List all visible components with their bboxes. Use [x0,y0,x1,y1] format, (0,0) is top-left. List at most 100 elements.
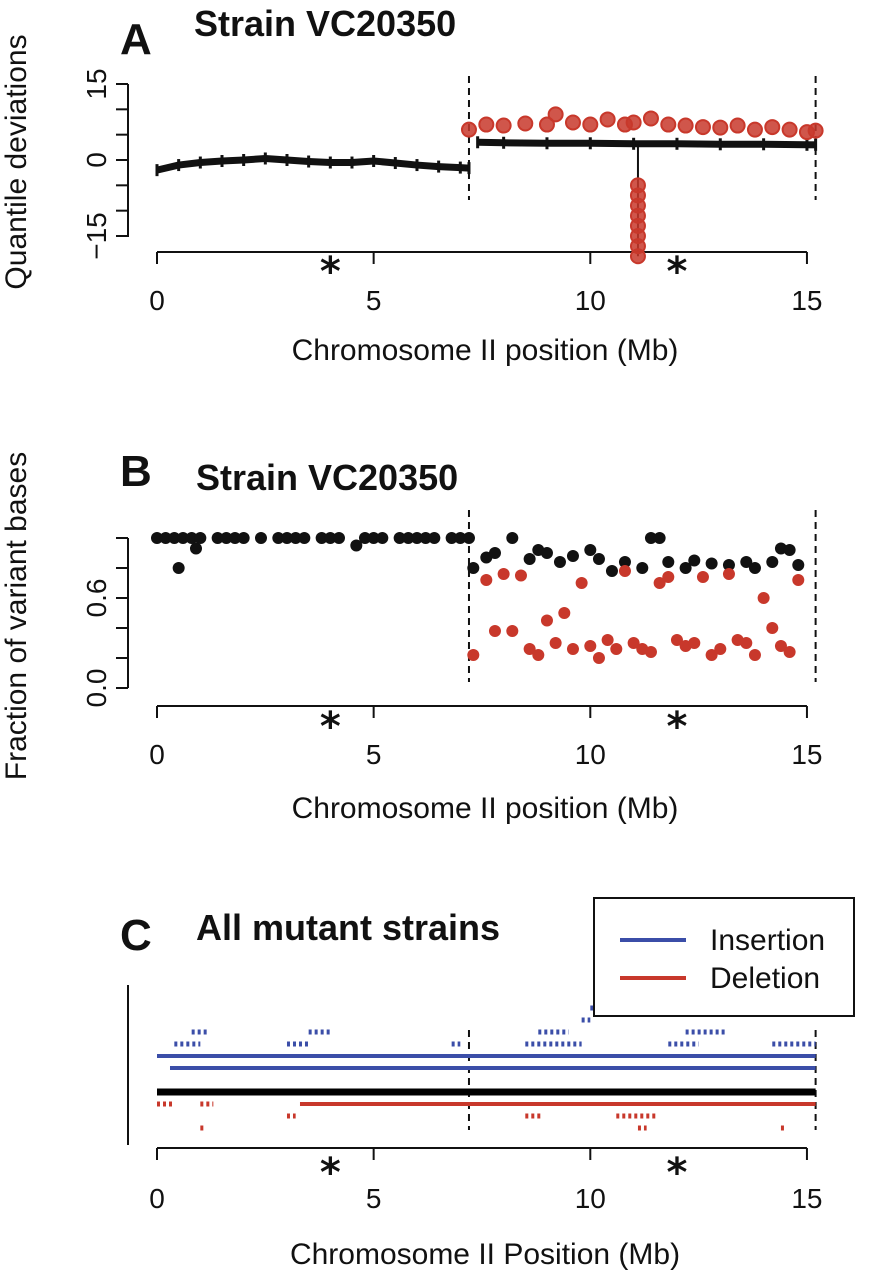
variant-fraction-point [189,542,202,555]
quantile-point [307,155,311,168]
variant-fraction-point [766,556,779,568]
outlier-point [677,117,694,134]
x-tick-label: 10 [575,1183,606,1214]
x-tick-label: 10 [575,739,606,770]
outlier-point [495,117,512,134]
variant-fraction-point-red [662,571,675,583]
variant-fraction-point [705,557,718,570]
panel-a-title: Strain VC20350 [194,3,456,44]
quantile-trace [351,157,374,167]
quantile-trace [763,140,807,149]
variant-fraction-point-red [653,577,666,589]
variant-fraction-point [653,532,666,544]
outlier-point [625,114,642,131]
outlier-point [694,119,711,136]
variant-fraction-point-red [558,607,571,619]
variant-fraction-point [688,554,701,567]
quantile-point [545,137,549,150]
variant-fraction-point-red [549,637,562,649]
variant-fraction-point [228,532,241,544]
quantile-point [476,136,480,149]
quantile-point [718,138,722,151]
panel-b-plot: 0.0 0.6 0 5 10 15 * * [81,510,823,770]
variant-fraction-point-red [774,640,787,652]
variant-fraction-point [358,532,371,544]
quantile-point [502,136,506,149]
variant-fraction-point-red [705,649,718,661]
quantile-point [350,156,354,169]
panel-b-title: Strain VC20350 [196,457,458,498]
quantile-trace [438,163,461,172]
y-tick-label: 15 [81,68,112,99]
quantile-point [675,137,679,150]
quantile-point [632,137,636,150]
variant-fraction-point [506,532,519,544]
outlier-point [547,106,564,123]
quantile-trace [503,139,548,147]
legend-deletion-label: Deletion [710,962,820,995]
x-tick-label: 15 [791,285,822,316]
variant-fraction-point-red [610,643,623,655]
quantile-point [328,156,332,169]
x-tick-label: 5 [366,1183,382,1214]
quantile-point [220,155,224,168]
variant-fraction-point [376,532,389,544]
panel-b: B Strain VC20350 0.0 0.6 0 5 10 15 * * Chromoso… [0,447,823,825]
variant-fraction-point [605,565,618,577]
panel-c-plot: 0 5 10 15 * * [127,985,823,1214]
variant-fraction-point [324,532,337,544]
variant-fraction-point [350,539,363,552]
variant-fraction-point [367,532,380,544]
quantile-trace [416,161,439,171]
variant-fraction-point [168,532,181,544]
x-tick-label: 5 [366,739,382,770]
variant-fraction-point [783,544,796,556]
legend-box [593,897,855,1017]
variant-fraction-point-red [575,577,588,589]
variant-fraction-point-red [688,637,701,649]
variant-fraction-point [410,532,423,544]
variant-fraction-point [332,532,345,544]
panel-c-letter: C [120,911,152,960]
legend-insertion-label: Insertion [710,924,825,957]
variant-fraction-point [740,556,753,568]
variant-fraction-point [159,532,172,544]
variant-fraction-point-red [488,625,501,637]
star-marker: * [666,249,687,295]
panel-a-ylabel: Quantile deviations [0,34,33,289]
variant-fraction-point [592,553,605,565]
variant-fraction-point [402,532,415,544]
quantile-point [467,162,471,175]
star-marker: * [320,249,341,295]
variant-fraction-point-red [618,565,631,577]
outlier-point [599,111,616,128]
quantile-point [155,164,159,177]
variant-fraction-point-red [592,652,605,664]
variant-fraction-point [540,547,553,559]
star-marker: * [320,1150,341,1196]
x-tick-label: 0 [149,739,165,770]
variant-fraction-point [644,532,657,544]
variant-fraction-point [254,532,267,544]
y-tick-label: −15 [81,212,112,259]
outlier-point [582,116,599,133]
legend: Insertion Deletion [593,897,855,1017]
variant-fraction-point [488,547,501,559]
quantile-point [198,156,202,169]
variant-fraction-point-red [566,643,579,655]
outlier-point [746,121,763,138]
y-tick-label: 0 [81,152,112,168]
variant-fraction-point-red [766,622,779,634]
variant-fraction-point [662,556,675,568]
variant-fraction-point-red [601,634,614,646]
star-marker: * [320,704,341,750]
variant-fraction-point-red [467,649,480,661]
variant-fraction-point [467,562,480,574]
variant-fraction-point [289,532,302,544]
variant-fraction-point [792,559,805,571]
variant-fraction-point [280,532,293,544]
variant-fraction-point-red [748,649,761,661]
quantile-point [372,155,376,168]
variant-fraction-point-red [757,592,770,604]
